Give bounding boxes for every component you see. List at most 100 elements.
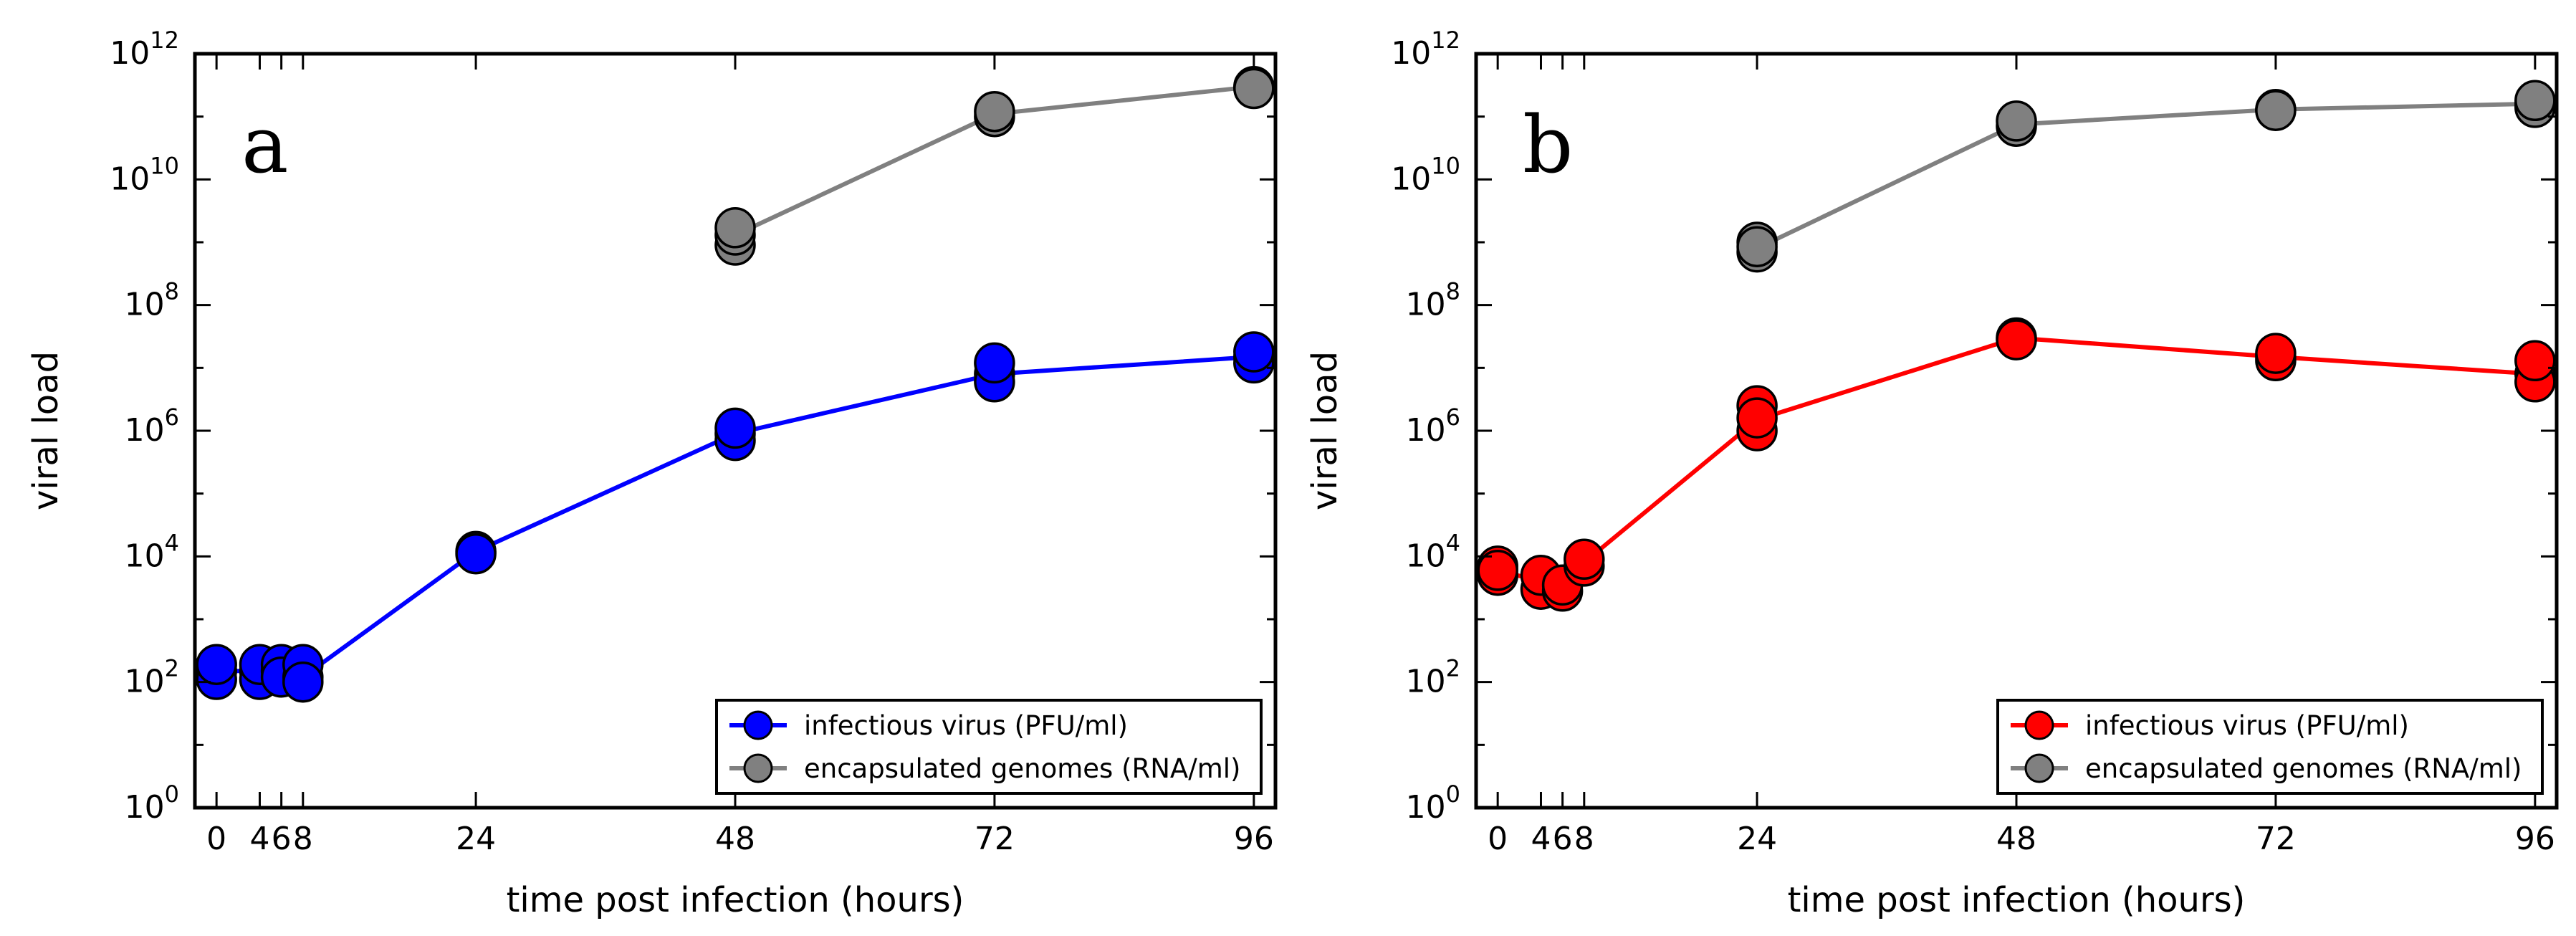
y-tick-label: 102 [1406, 655, 1460, 700]
y-tick-exponent: 12 [150, 27, 179, 54]
y-tick-label: 106 [1406, 403, 1460, 449]
y-tick-base: 10 [1406, 412, 1446, 449]
legend-label: encapsulated genomes (RNA/ml) [804, 753, 1240, 784]
y-tick-label: 100 [125, 780, 179, 826]
data-point [1996, 100, 2037, 142]
y-tick-base: 10 [125, 412, 165, 449]
y-tick-label: 104 [125, 529, 179, 574]
y-axis-label: viral load [26, 351, 66, 510]
y-tick-base: 10 [1406, 538, 1446, 574]
legend-marker [743, 710, 773, 740]
legend: infectious virus (PFU/ml) encapsulated ge… [1996, 699, 2544, 795]
data-point [1564, 538, 1605, 581]
y-tick-label: 106 [125, 403, 179, 449]
y-tick-exponent: 12 [1431, 27, 1460, 54]
x-axis-label: time post infection (hours) [507, 880, 964, 920]
y-tick-label: 108 [125, 278, 179, 323]
x-tick-label: 8 [1574, 821, 1594, 857]
legend-marker [2024, 753, 2054, 783]
data-point [1477, 550, 1518, 591]
y-tick-exponent: 2 [1446, 655, 1460, 682]
y-tick-label: 108 [1406, 278, 1460, 323]
y-tick-base: 10 [125, 664, 165, 700]
y-tick-exponent: 8 [165, 278, 179, 305]
y-tick-exponent: 10 [150, 152, 179, 179]
y-tick-exponent: 0 [1446, 780, 1460, 808]
x-tick-label: 48 [1996, 821, 2036, 857]
data-point [196, 644, 237, 685]
y-axis-label: viral load [1305, 351, 1345, 510]
x-tick-label: 96 [2515, 821, 2555, 857]
x-tick-label: 4 [1531, 821, 1551, 857]
y-tick-base: 10 [1391, 35, 1431, 72]
panel-letter: b [1523, 99, 1573, 191]
y-tick-exponent: 0 [165, 780, 179, 808]
x-axis-label: time post infection (hours) [1788, 880, 2246, 920]
data-point [2514, 340, 2556, 382]
data-point [2255, 333, 2297, 374]
y-tick-base: 10 [125, 538, 165, 574]
data-point [714, 207, 756, 249]
y-tick-base: 10 [1391, 161, 1431, 197]
x-tick-label: 8 [293, 821, 313, 857]
y-tick-exponent: 6 [165, 403, 179, 431]
y-tick-exponent: 8 [1446, 278, 1460, 305]
y-tick-exponent: 2 [165, 655, 179, 682]
panel-letter: a [241, 99, 289, 191]
y-tick-exponent: 4 [1446, 529, 1460, 556]
x-tick-label: 96 [1234, 821, 1274, 857]
y-tick-base: 10 [125, 287, 165, 323]
data-point [1996, 319, 2037, 360]
data-point [282, 661, 324, 703]
legend-label: encapsulated genomes (RNA/ml) [2085, 753, 2522, 784]
x-tick-label: 72 [2256, 821, 2296, 857]
x-tick-label: 0 [1488, 821, 1508, 857]
y-tick-base: 10 [110, 161, 150, 197]
legend-marker [2024, 710, 2054, 740]
y-tick-exponent: 10 [1431, 152, 1460, 179]
data-point [974, 90, 1015, 133]
data-point [2514, 80, 2556, 122]
series-line-1 [1756, 101, 2535, 251]
x-tick-label: 0 [206, 821, 226, 857]
data-point [2255, 90, 2297, 131]
data-point [1233, 331, 1275, 373]
y-tick-label: 102 [125, 655, 179, 700]
y-tick-label: 1012 [110, 27, 179, 72]
data-point [1233, 67, 1275, 110]
x-tick-label: 72 [975, 821, 1015, 857]
x-tick-label: 6 [1553, 821, 1573, 857]
y-tick-base: 10 [1406, 287, 1446, 323]
legend-box [1996, 699, 2544, 795]
x-tick-label: 48 [715, 821, 755, 857]
plot-area [1476, 54, 2557, 808]
y-tick-label: 100 [1406, 780, 1460, 826]
data-point [1736, 226, 1778, 267]
data-point [455, 533, 497, 575]
x-tick-label: 4 [249, 821, 269, 857]
y-tick-label: 1010 [110, 152, 179, 197]
y-tick-base: 10 [125, 789, 165, 826]
y-tick-exponent: 6 [1446, 403, 1460, 431]
legend-box [715, 699, 1263, 795]
legend-marker [743, 753, 773, 783]
x-tick-label: 6 [272, 821, 292, 857]
x-tick-label: 24 [1737, 821, 1777, 857]
y-tick-label: 1010 [1391, 152, 1460, 197]
y-tick-label: 1012 [1391, 27, 1460, 72]
data-point [1736, 397, 1778, 439]
y-tick-base: 10 [1406, 664, 1446, 700]
y-tick-base: 10 [110, 35, 150, 72]
data-point [714, 407, 756, 449]
y-tick-exponent: 4 [165, 529, 179, 556]
y-tick-label: 104 [1406, 529, 1460, 574]
legend: infectious virus (PFU/ml) encapsulated ge… [715, 699, 1263, 795]
data-point [974, 342, 1015, 384]
legend-label: infectious virus (PFU/ml) [804, 710, 1128, 741]
y-tick-base: 10 [1406, 789, 1446, 826]
legend-label: infectious virus (PFU/ml) [2085, 710, 2409, 741]
x-tick-label: 24 [456, 821, 496, 857]
